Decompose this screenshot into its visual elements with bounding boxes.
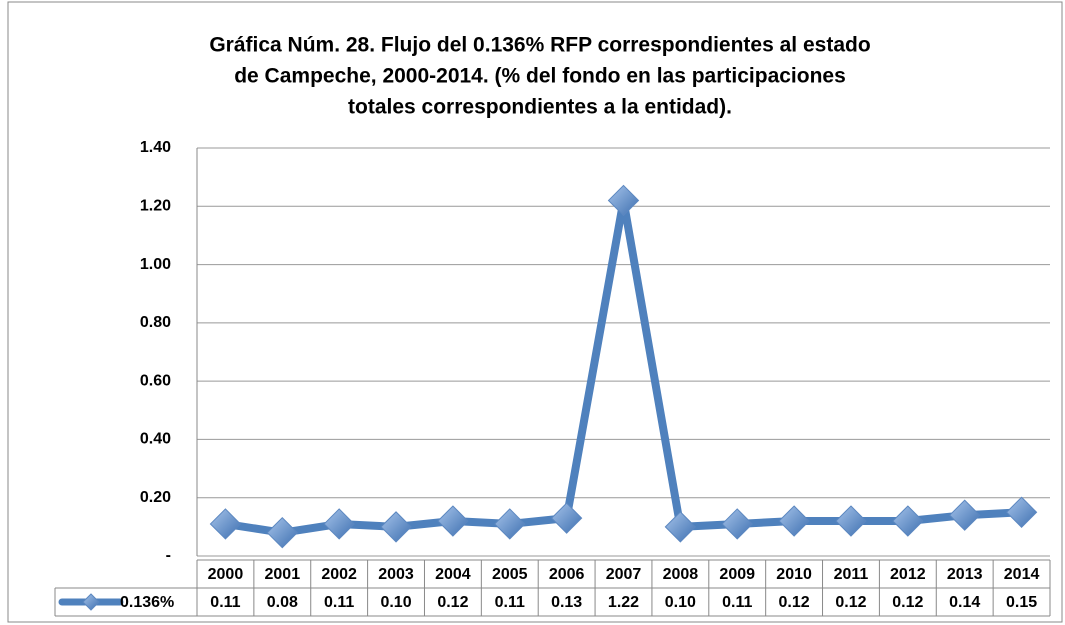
y-tick-label: - <box>166 547 171 564</box>
y-tick-label: 0.20 <box>140 489 171 506</box>
x-tick-label: 2012 <box>890 566 926 583</box>
data-label: 0.12 <box>892 594 923 611</box>
data-label: 0.10 <box>665 594 696 611</box>
marker <box>664 511 697 543</box>
x-tick-label: 2000 <box>208 566 244 583</box>
x-tick-label: 2010 <box>776 566 812 583</box>
chart-title: Gráfica Núm. 28. Flujo del 0.136% RFP co… <box>209 34 870 57</box>
data-label: 0.12 <box>835 594 866 611</box>
data-label: 0.11 <box>722 594 752 611</box>
x-tick-label: 2013 <box>947 566 983 583</box>
marker <box>550 502 583 534</box>
marker <box>892 505 924 537</box>
x-tick-label: 2007 <box>606 566 642 583</box>
data-label: 1.22 <box>608 594 639 611</box>
y-tick-label: 0.80 <box>140 314 171 331</box>
x-tick-label: 2011 <box>834 566 869 583</box>
marker <box>778 505 810 537</box>
marker <box>266 516 299 549</box>
x-tick-label: 2003 <box>378 566 414 583</box>
x-tick-label: 2014 <box>1004 566 1040 583</box>
data-label: 0.08 <box>267 594 298 611</box>
marker <box>323 508 355 540</box>
marker <box>607 184 640 217</box>
marker <box>209 508 242 540</box>
x-tick-label: 2001 <box>265 566 301 583</box>
y-tick-label: 1.00 <box>140 256 171 273</box>
data-label: 0.12 <box>779 594 810 611</box>
legend-marker <box>82 593 100 611</box>
marker <box>494 508 526 540</box>
data-label: 0.14 <box>949 594 980 611</box>
x-tick-label: 2006 <box>549 566 585 583</box>
data-label: 0.10 <box>380 594 411 611</box>
data-label: 0.11 <box>495 594 525 611</box>
y-tick-label: 0.60 <box>140 372 171 389</box>
marker <box>721 508 753 540</box>
data-label: 0.11 <box>210 594 240 611</box>
marker <box>835 505 867 537</box>
marker <box>380 511 412 543</box>
marker <box>437 505 469 537</box>
x-tick-label: 2005 <box>492 566 528 583</box>
data-label: 0.12 <box>437 594 468 611</box>
chart-title: de Campeche, 2000-2014. (% del fondo en … <box>234 65 846 88</box>
x-tick-label: 2009 <box>719 566 755 583</box>
x-tick-label: 2002 <box>321 566 357 583</box>
marker <box>1005 496 1038 528</box>
data-label: 0.13 <box>551 594 582 611</box>
legend-label: 0.136% <box>120 594 174 611</box>
data-label: 0.11 <box>324 594 354 611</box>
y-tick-label: 0.40 <box>140 431 171 448</box>
y-tick-label: 1.40 <box>140 139 171 156</box>
chart-title: totales correspondientes a la entidad). <box>348 96 732 119</box>
y-tick-label: 1.20 <box>140 198 171 215</box>
x-tick-label: 2008 <box>663 566 699 583</box>
data-label: 0.15 <box>1006 594 1037 611</box>
x-tick-label: 2004 <box>435 566 471 583</box>
marker <box>948 499 981 531</box>
